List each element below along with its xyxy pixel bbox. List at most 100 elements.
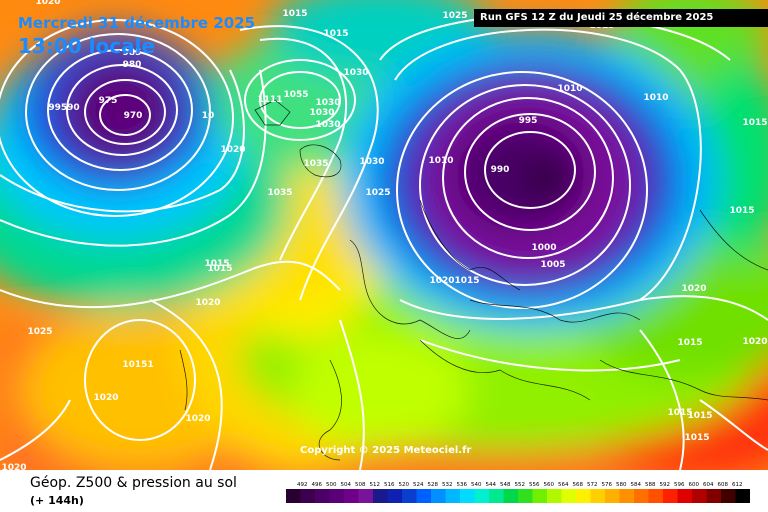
isobar-label: 1020 <box>93 393 118 403</box>
isobar-label: 1020 <box>681 284 706 294</box>
isobar-label: 985 <box>123 48 142 58</box>
isobar-label: 1030 <box>343 68 368 78</box>
scale-swatch <box>460 489 475 503</box>
isobar-label: 1015 <box>207 264 232 274</box>
scale-tick-label: 564 <box>558 482 569 488</box>
isobar-label: 1111 <box>257 95 282 105</box>
isobar-label: 990 <box>491 165 510 175</box>
isobar-label: 1015 <box>729 206 754 216</box>
scale-tick-label: 492 <box>297 482 308 488</box>
isobar-label: 1020 <box>742 337 767 347</box>
color-scale: 492 496 500 504 508 512 516 520 524 528 532 536 540 5… <box>286 482 750 503</box>
scale-tick-label: 592 <box>660 482 671 488</box>
isobar-label: 1035 <box>303 159 328 169</box>
forecast-lead-time: (+ 144h) <box>30 494 84 507</box>
legend-footer: Géop. Z500 & pression au sol (+ 144h) 49… <box>0 470 768 512</box>
scale-tick-label: 520 <box>399 482 410 488</box>
isobar-label: 1020 <box>195 298 220 308</box>
scale-tick-label: 544 <box>486 482 497 488</box>
isobar-label: 1035 <box>267 188 292 198</box>
scale-tick-label: 528 <box>428 482 439 488</box>
isobar-label: 1025 <box>27 327 52 337</box>
scale-swatch <box>648 489 663 503</box>
scale-swatch <box>387 489 402 503</box>
scale-swatch <box>590 489 605 503</box>
scale-swatch <box>416 489 431 503</box>
scale-tick-label: 612 <box>732 482 743 488</box>
scale-swatch <box>547 489 562 503</box>
scale-swatch <box>445 489 460 503</box>
scale-tick-label: 516 <box>384 482 395 488</box>
scale-tick-label: 576 <box>602 482 613 488</box>
isobar-label: 1020 <box>220 145 245 155</box>
isobar-label: 1010 <box>643 93 668 103</box>
isobar-label: 1005 <box>540 260 565 270</box>
scale-swatch <box>706 489 721 503</box>
isobar-label: 99590 <box>48 103 79 113</box>
scale-tick-label: 536 <box>457 482 468 488</box>
scale-swatch <box>634 489 649 503</box>
isobar-label: 1025 <box>442 11 467 21</box>
geopotential-field: 1020101510251015101598598010309959097597… <box>0 0 768 470</box>
scale-swatch <box>286 489 301 503</box>
scale-tick-label: 496 <box>312 482 323 488</box>
scale-swatch <box>329 489 344 503</box>
scale-tick-label: 568 <box>573 482 584 488</box>
isobar-label: 1010 <box>557 84 582 94</box>
scale-tick-label: 540 <box>471 482 482 488</box>
scale-swatch <box>431 489 446 503</box>
isobar-label: 1015 <box>204 259 229 269</box>
isobar-label: 1015 <box>323 29 348 39</box>
scale-swatch <box>315 489 330 503</box>
isobar-label: 10 <box>202 111 215 121</box>
scale-swatch <box>503 489 518 503</box>
isobar-label: 1030 <box>315 98 340 108</box>
isobar-label: 1030 <box>309 108 334 118</box>
scale-tick-label: 600 <box>689 482 700 488</box>
scale-tick-label: 560 <box>544 482 555 488</box>
isobar-label: 1015 <box>684 433 709 443</box>
scale-swatch <box>300 489 315 503</box>
isobar-label: 980 <box>123 60 142 70</box>
scale-tick-label: 508 <box>355 482 366 488</box>
scale-swatch <box>619 489 634 503</box>
isobar-label: 1015 <box>282 9 307 19</box>
scale-swatch <box>677 489 692 503</box>
forecast-time: 13:00 locale <box>18 34 155 58</box>
scale-tick-label: 580 <box>616 482 627 488</box>
isobar-label: 10151 <box>122 360 153 370</box>
scale-tick-label: 604 <box>703 482 714 488</box>
scale-tick-label: 500 <box>326 482 337 488</box>
scale-swatch <box>402 489 417 503</box>
coastlines <box>179 99 768 461</box>
isobar-label: 1015 <box>454 276 479 286</box>
scale-tick-label: 504 <box>341 482 352 488</box>
isobar-label: 1030 <box>315 120 340 130</box>
isobar-label: 975 <box>99 96 118 106</box>
scale-tick-label: 572 <box>587 482 598 488</box>
isobar-label: 1055 <box>283 90 308 100</box>
run-banner: Run GFS 12 Z du Jeudi 25 décembre 2025 <box>474 9 768 27</box>
scale-tick-label: 584 <box>631 482 642 488</box>
scale-swatch <box>576 489 591 503</box>
pressure-labels: 1020101510251015101598598010309959097597… <box>1 0 767 470</box>
scale-swatch <box>663 489 678 503</box>
weather-map: 1020101510251015101598598010309959097597… <box>0 0 768 470</box>
scale-swatch <box>561 489 576 503</box>
isobar-label: 1015 <box>687 411 712 421</box>
isobar-label: 1025 <box>365 188 390 198</box>
copyright-text: Copyright © 2025 Meteociel.fr <box>300 445 472 456</box>
isobar-label: 1020 <box>429 276 454 286</box>
forecast-date: Mercredi 31 décembre 2025 <box>18 14 256 32</box>
isobar-label: 1015 <box>677 338 702 348</box>
isobar-label: 1010 <box>428 156 453 166</box>
scale-tick-label: 512 <box>370 482 381 488</box>
color-field <box>0 0 768 470</box>
isobar-label: 1000 <box>531 243 556 253</box>
scale-swatch <box>358 489 373 503</box>
isobar-label: 1020 <box>185 414 210 424</box>
isobar-label: 1015 <box>742 118 767 128</box>
scale-swatch <box>605 489 620 503</box>
isobar-label: 1020 <box>1 463 26 470</box>
isobar-label: 970 <box>124 111 143 121</box>
